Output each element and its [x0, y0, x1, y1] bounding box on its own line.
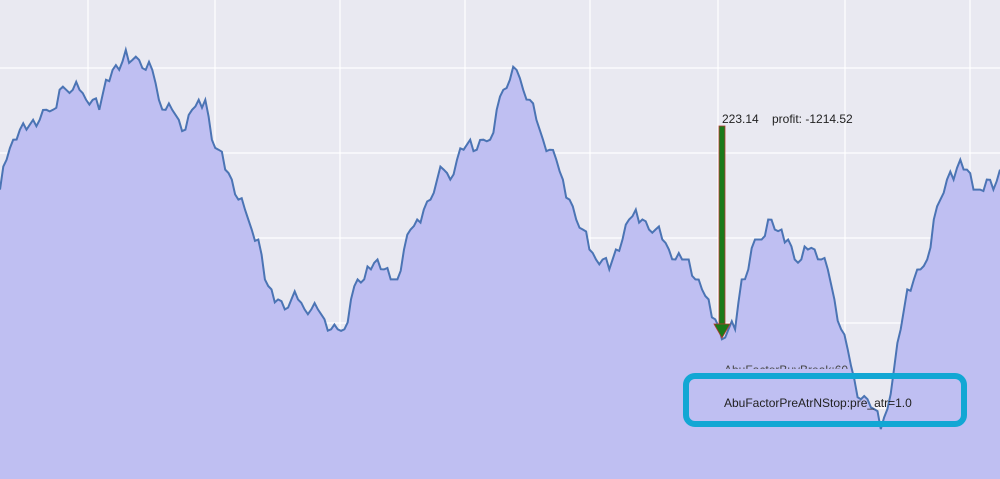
- profit-label: profit: -1214.52: [772, 112, 853, 126]
- buy-factor-label: AbuFactorBuyBreak:60: [724, 363, 848, 369]
- price-area-fill: [0, 49, 1000, 479]
- arrow-shaft: [718, 125, 726, 325]
- entry-price-label: 223.14: [722, 112, 759, 126]
- price-line: [0, 46, 1000, 430]
- stop-factor-label: AbuFactorPreAtrNStop:pre_atr=1.0: [724, 396, 912, 410]
- trade-arrow: [713, 125, 731, 339]
- arrow-head: [713, 323, 731, 339]
- stop-factor-callout: [683, 373, 967, 427]
